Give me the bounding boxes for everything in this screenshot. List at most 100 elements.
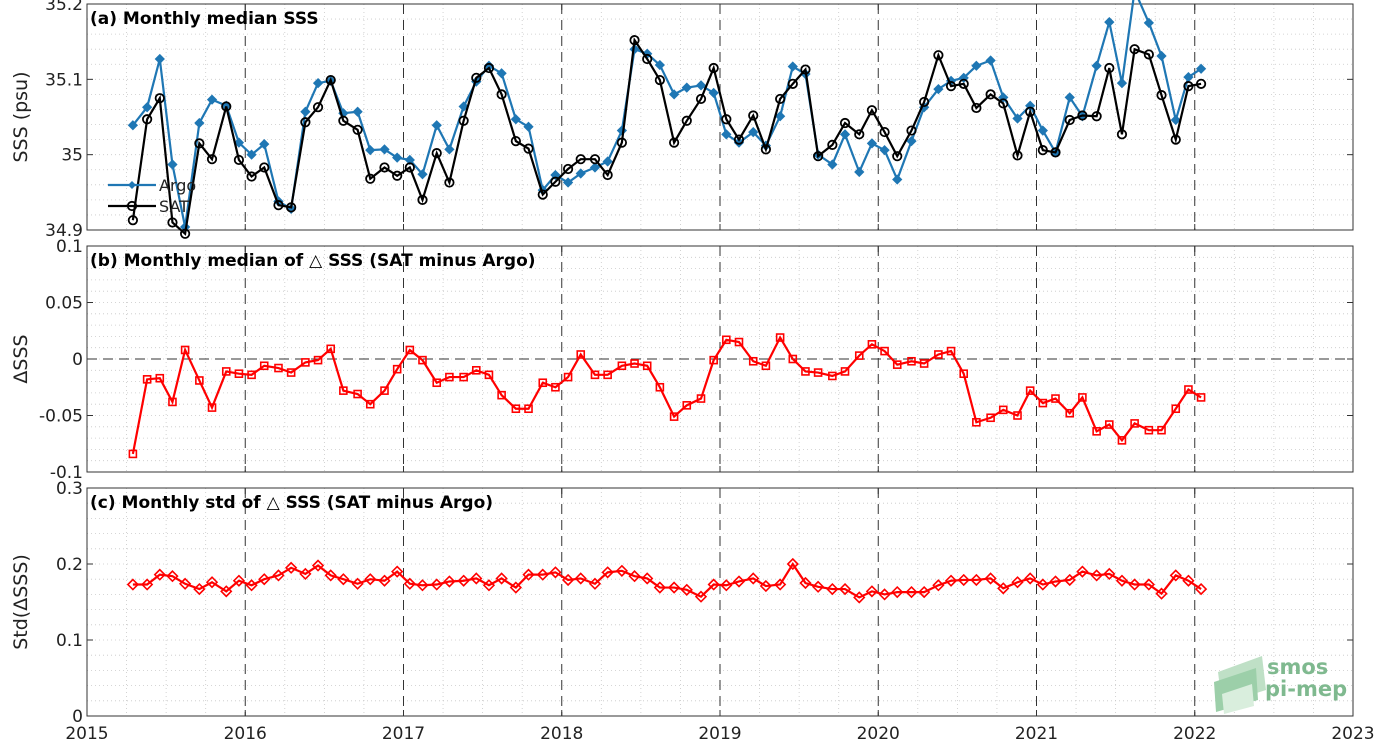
- data-point: [654, 59, 665, 71]
- data-point: [471, 365, 481, 375]
- data-point: [551, 382, 560, 392]
- data-point: [919, 96, 930, 108]
- data-point: [630, 359, 639, 368]
- data-point: [1064, 92, 1075, 103]
- data-point: [774, 578, 787, 591]
- data-point: [998, 405, 1008, 415]
- data-point: [325, 74, 336, 86]
- data-point: [365, 145, 376, 156]
- data-point: [285, 561, 298, 574]
- data-point: [708, 87, 719, 99]
- data-point: [1025, 386, 1035, 395]
- data-point: [1013, 411, 1022, 420]
- data-point: [259, 138, 270, 150]
- data-point: [1103, 567, 1116, 581]
- data-point: [167, 159, 178, 170]
- series-std: [126, 557, 1208, 604]
- data-point: [392, 170, 403, 181]
- data-point: [1194, 582, 1208, 596]
- data-point: [919, 359, 929, 368]
- data-point: [1064, 114, 1075, 126]
- data-point: [1104, 16, 1115, 28]
- y-tick-label: 0: [72, 350, 83, 370]
- data-point: [496, 68, 507, 79]
- data-point: [629, 35, 640, 46]
- major-grid: [244, 488, 1196, 716]
- data-point: [365, 173, 376, 184]
- data-point: [1143, 17, 1154, 28]
- data-point: [811, 580, 825, 593]
- data-point: [312, 77, 324, 89]
- data-point: [694, 590, 708, 603]
- data-point: [985, 89, 996, 100]
- data-point: [574, 572, 587, 585]
- data-point: [628, 570, 641, 583]
- data-point: [522, 568, 535, 581]
- x-tick-label: 2017: [382, 724, 425, 743]
- data-point: [1117, 436, 1127, 445]
- data-point: [459, 372, 468, 382]
- data-point: [313, 355, 323, 365]
- data-point: [194, 117, 205, 129]
- data-point: [550, 169, 561, 181]
- data-point: [205, 576, 219, 589]
- legend-marker: [128, 181, 136, 189]
- data-point: [233, 154, 245, 166]
- data-point: [641, 572, 654, 585]
- data-point: [326, 344, 336, 354]
- data-point: [245, 579, 258, 592]
- data-point: [1092, 427, 1101, 436]
- y-tick-label: 0.05: [45, 294, 83, 314]
- x-tick-label: 2020: [857, 724, 900, 743]
- data-point: [444, 144, 455, 155]
- data-point: [351, 577, 364, 590]
- data-point: [417, 169, 428, 180]
- data-point: [352, 106, 363, 117]
- data-point: [484, 370, 494, 380]
- data-point: [655, 382, 665, 392]
- data-point: [299, 567, 312, 581]
- data-point: [707, 578, 720, 591]
- data-point: [575, 168, 586, 179]
- data-point: [1195, 63, 1207, 74]
- data-point: [722, 335, 731, 345]
- data-point: [168, 397, 177, 407]
- data-point: [747, 572, 760, 585]
- data-point: [431, 120, 442, 131]
- data-point: [800, 64, 811, 75]
- data-point: [813, 368, 823, 377]
- data-point: [866, 138, 878, 149]
- data-point: [681, 115, 692, 126]
- data-point: [867, 340, 877, 349]
- data-point: [274, 363, 283, 373]
- data-point: [1104, 62, 1115, 74]
- data-point: [301, 358, 310, 367]
- data-point: [562, 177, 574, 188]
- data-point: [1143, 49, 1154, 60]
- data-point: [748, 356, 758, 366]
- data-point: [1116, 77, 1128, 89]
- data-point: [233, 137, 245, 148]
- data-point: [353, 389, 362, 399]
- data-point: [907, 356, 916, 366]
- panel-title: (a) Monthly median SSS: [90, 9, 319, 29]
- data-point: [127, 120, 139, 131]
- data-point: [1171, 404, 1181, 414]
- data-point: [1130, 419, 1139, 428]
- data-point: [827, 159, 838, 170]
- data-point: [840, 367, 850, 376]
- data-point: [934, 350, 943, 359]
- data-point: [180, 345, 190, 355]
- y-tick-label: 34.9: [45, 221, 83, 241]
- data-point: [1038, 398, 1048, 408]
- data-point: [154, 53, 165, 65]
- y-tick-label: 35.2: [45, 0, 83, 15]
- x-tick-label: 2018: [540, 724, 583, 743]
- data-point: [878, 588, 891, 601]
- data-point: [720, 579, 733, 592]
- data-point: [945, 81, 957, 92]
- data-point: [601, 566, 614, 579]
- data-point: [827, 139, 838, 150]
- data-point: [775, 93, 786, 105]
- data-point: [985, 55, 996, 66]
